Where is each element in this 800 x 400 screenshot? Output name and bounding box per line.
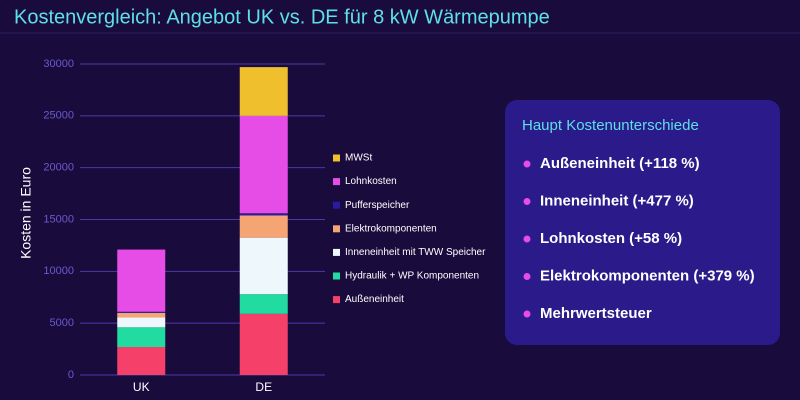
- bar-segment: [117, 317, 166, 328]
- legend-label: Außeneinheit: [345, 294, 404, 305]
- chart-title: Kostenvergleich: Angebot UK vs. DE für 8…: [14, 6, 550, 28]
- bar-segment: [117, 347, 166, 375]
- y-tick-label: 30000: [43, 58, 74, 70]
- legend-label: Lohnkosten: [345, 176, 397, 187]
- bar-segment: [239, 215, 288, 238]
- legend-swatch: [333, 248, 340, 256]
- panel-item: Außeneinheit (+118 %): [540, 155, 700, 172]
- bar-segment: [117, 249, 166, 312]
- panel-item: Lohnkosten (+58 %): [540, 230, 682, 247]
- y-tick-label: 20000: [43, 162, 74, 174]
- legend-label: Elektrokomponenten: [345, 223, 437, 234]
- panel-item: Elektrokomponenten (+379 %): [540, 267, 755, 284]
- panel-bullet: [523, 235, 531, 243]
- y-axis-label: Kosten in Euro: [18, 167, 34, 259]
- legend-swatch: [333, 201, 340, 209]
- bar-segment: [239, 115, 288, 214]
- y-tick-label: 25000: [43, 110, 74, 122]
- y-tick-label: 15000: [43, 213, 74, 225]
- legend-label: MWSt: [345, 153, 372, 164]
- panel: [505, 100, 780, 345]
- panel-bullet: [523, 160, 531, 168]
- legend-swatch: [333, 272, 340, 280]
- bar-segment: [239, 213, 288, 216]
- bar-segment: [239, 237, 288, 295]
- bar-segment: [117, 327, 166, 348]
- x-tick-label: UK: [133, 380, 150, 394]
- legend-swatch: [333, 225, 340, 233]
- bar-segment: [239, 67, 288, 116]
- x-tick-label: DE: [255, 380, 272, 394]
- panel-item: Inneneinheit (+477 %): [540, 192, 694, 209]
- legend-label: Pufferspeicher: [345, 200, 410, 211]
- bar-segment: [239, 294, 288, 314]
- y-tick-label: 0: [68, 369, 74, 381]
- panel-item: Mehrwertsteuer: [540, 305, 652, 322]
- panel-bullet: [523, 198, 531, 205]
- bar-segment: [117, 312, 166, 318]
- legend-label: Inneneinheit mit TWW Speicher: [345, 247, 486, 258]
- panel-bullet: [523, 273, 531, 280]
- panel-title: Haupt Kostenunterschiede: [522, 117, 699, 134]
- bar-segment: [239, 313, 288, 375]
- y-tick-label: 10000: [43, 265, 74, 277]
- panel-bullet: [523, 310, 531, 318]
- legend-swatch: [333, 296, 340, 304]
- y-tick-label: 5000: [50, 317, 74, 329]
- legend-swatch: [333, 154, 340, 162]
- legend-swatch: [333, 178, 340, 186]
- legend-label: Hydraulik + WP Komponenten: [345, 271, 479, 282]
- bar-segment: [117, 311, 166, 313]
